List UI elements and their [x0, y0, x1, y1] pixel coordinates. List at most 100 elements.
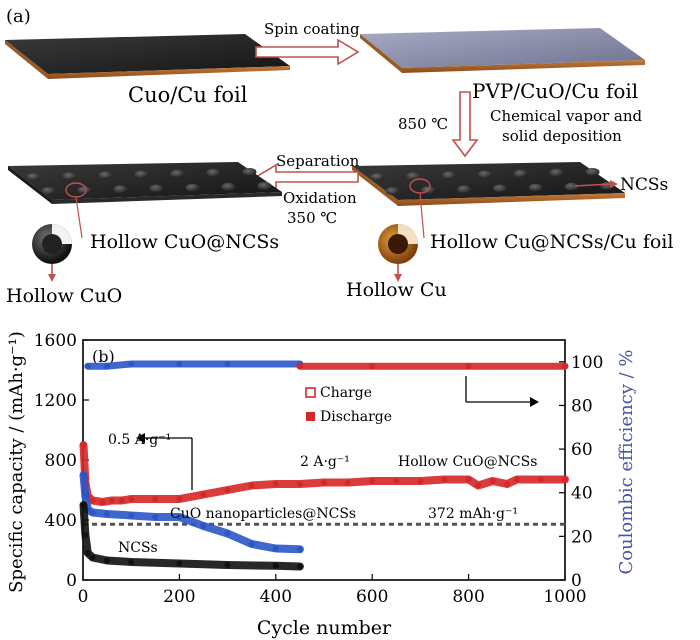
ncss-pointer	[574, 183, 611, 187]
series-cuo-nanoparticles-ncss-1-point	[82, 493, 89, 499]
nanosphere-bump	[221, 182, 236, 191]
series-hollow-cuo-ncss-0-point	[441, 476, 448, 483]
series-hollow-cuo-ncss-0-point	[128, 496, 135, 502]
ann-hollow-cuo-ncss: Hollow CuO@NCSs	[398, 454, 537, 470]
x-tick-label: 400	[260, 587, 292, 607]
nanosphere-bump	[549, 168, 564, 177]
series-hollow-cuo-ncss-0-point	[89, 497, 96, 504]
legend-discharge: Discharge	[320, 409, 392, 425]
series-hollow-cuo-ncss-0	[79, 441, 569, 506]
series-coulombic-efficiency-3-point	[176, 361, 183, 367]
series-cuo-nanoparticles-ncss-1-point	[80, 472, 87, 478]
cvd-label-1: Chemical vapor and	[490, 107, 643, 125]
series-ncss-2-point	[272, 562, 279, 569]
nanosphere-bump	[406, 172, 421, 181]
series-cuo-nanoparticles-ncss-1-point	[248, 541, 255, 547]
nanosphere-bump	[585, 168, 600, 176]
nanosphere-bump	[170, 169, 185, 178]
nanosphere-bump	[478, 170, 492, 179]
temp-350-label: 350 ℃	[287, 209, 337, 227]
series-cuo-nanoparticles-ncss-1-point	[176, 514, 183, 520]
hollow-cu-label: Hollow Cu	[346, 279, 447, 301]
series-hollow-cuo-ncss-0-point	[489, 478, 496, 484]
ann-372: 372 mAh·g⁻¹	[428, 506, 518, 522]
y2-tick-label: 80	[571, 396, 593, 416]
series-hollow-cuo-ncss-0-point	[99, 499, 106, 505]
nanosphere-bump	[113, 185, 128, 194]
series-ncss-2	[79, 501, 304, 571]
cvd-arrow	[451, 91, 479, 158]
nanosphere-bump	[185, 183, 200, 192]
series-cuo-nanoparticles-ncss-1-point	[89, 509, 96, 516]
series-hollow-cuo-ncss-0-point	[176, 496, 183, 502]
y2-axis-label: Coulombic efficiency / %	[616, 349, 637, 574]
series-hollow-cuo-ncss-0-point	[272, 481, 279, 487]
y-tick-label: 1200	[34, 391, 77, 411]
legend-discharge-marker	[306, 412, 315, 421]
series-coulombic-efficiency-4-point	[465, 363, 472, 370]
spin-coating-label: Spin coating	[264, 20, 360, 38]
y2-tick-label: 0	[571, 571, 582, 591]
y-tick-label: 400	[45, 511, 77, 531]
series-ncss-2-point	[128, 559, 135, 565]
x-tick-label: 800	[452, 587, 484, 607]
series-coulombic-efficiency-3-point	[224, 361, 231, 367]
series-hollow-cuo-ncss-0-point	[200, 491, 207, 498]
nanosphere-bump	[206, 168, 221, 177]
nanosphere-bump	[385, 187, 400, 195]
right-axis-arrow	[465, 376, 539, 407]
series-ncss-2-point	[89, 554, 96, 561]
oxidation-label: Oxidation	[283, 189, 357, 207]
series-hollow-cuo-ncss-0-point	[562, 476, 568, 483]
series-layer	[79, 360, 569, 571]
series-hollow-cuo-ncss-0-point	[475, 482, 482, 489]
y-tick-label: 1600	[34, 331, 77, 351]
y2-tick-label: 100	[571, 353, 603, 373]
cvd-label-2: solid deposition	[502, 127, 622, 145]
nanosphere-bump	[564, 182, 579, 191]
series-hollow-cuo-ncss-0-point	[224, 487, 231, 493]
axis-ticks: 0 200 400 600 800 100004008001200160002040608…	[34, 331, 604, 607]
foil-1-label: Cuo/Cu foil	[128, 83, 248, 107]
series-ncss-2-point	[224, 562, 231, 568]
nanosphere-bump	[41, 187, 56, 195]
series-hollow-cuo-ncss-0-point	[369, 478, 376, 484]
nanosphere-bump	[98, 171, 113, 180]
hollow-cuo-label: Hollow CuO	[6, 285, 122, 307]
series-coulombic-efficiency-4-point	[369, 363, 376, 370]
y-tick-label: 800	[45, 451, 77, 471]
series-cuo-nanoparticles-ncss-1-point	[152, 514, 159, 520]
ncss-label: NCSs	[620, 175, 668, 195]
nanosphere-bump	[26, 173, 41, 181]
series-hollow-cuo-ncss-0-point	[417, 478, 424, 484]
series-cuo-nanoparticles-ncss-1-point	[272, 545, 279, 552]
series-hollow-cuo-ncss-0-point	[504, 481, 511, 487]
series-ncss-2-point	[104, 557, 111, 564]
spin-coating-arrow	[255, 38, 360, 66]
nanosphere-bump	[442, 171, 457, 180]
series-ncss-2-point	[176, 560, 183, 567]
series-hollow-cuo-ncss-0-point	[108, 497, 115, 504]
series-hollow-cuo-ncss-0-point	[321, 479, 327, 486]
foil-cuo-cu	[5, 34, 290, 79]
nanosphere-bump	[370, 173, 385, 181]
hollow-cuo-ncss-label: Hollow CuO@NCSs	[90, 231, 279, 253]
nanosphere-bump	[528, 183, 543, 192]
x-tick-label: 200	[163, 587, 195, 607]
legend-charge: Charge	[320, 385, 372, 401]
nanosphere-bump	[134, 170, 149, 179]
series-hollow-cuo-ncss-0-point	[118, 497, 125, 504]
nanosphere-bump	[77, 186, 92, 195]
legend: Charge Discharge	[305, 385, 392, 425]
series-ncss-2-point	[82, 532, 89, 538]
nanosphere-bump	[149, 184, 164, 193]
series-coulombic-efficiency-3	[84, 360, 304, 370]
series-hollow-cuo-ncss-0-point	[537, 476, 544, 483]
x-tick-label: 0	[78, 587, 89, 607]
series-cuo-nanoparticles-ncss-1-point	[296, 546, 303, 553]
foil-2-label: PVP/CuO/Cu foil	[472, 79, 638, 103]
series-cuo-nanoparticles-ncss-1-point	[104, 511, 111, 517]
series-hollow-cuo-ncss-0-point	[345, 479, 352, 486]
nanosphere-bump	[257, 182, 272, 190]
